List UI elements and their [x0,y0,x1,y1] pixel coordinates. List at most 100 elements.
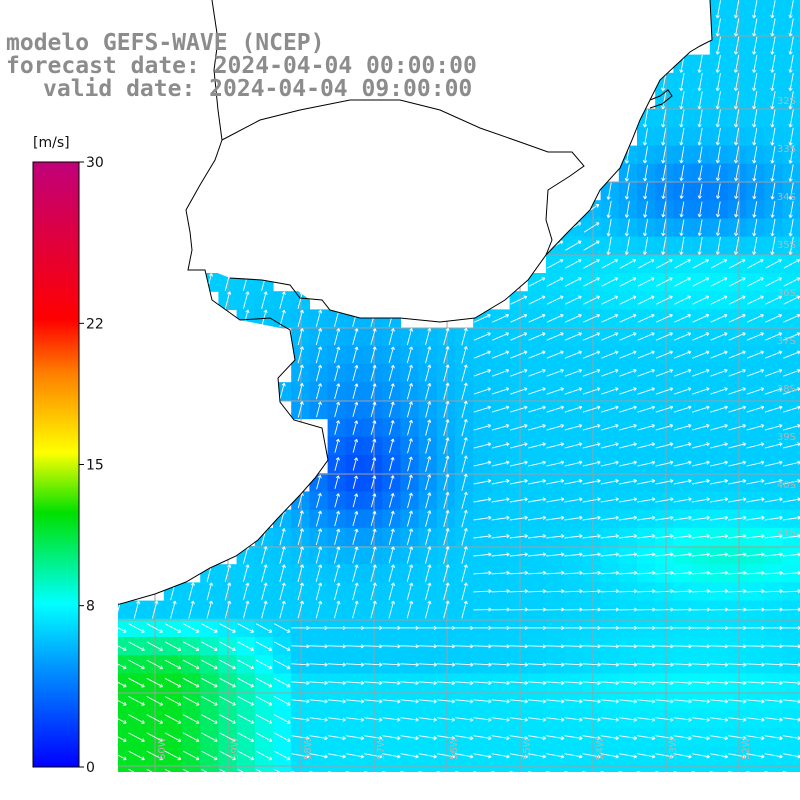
wind-arrow [770,54,776,73]
wind-arrow [473,478,492,485]
wind-arrow [297,401,304,418]
wind-arrow [691,662,710,667]
wind-arrow [443,473,450,491]
wind-arrow [746,644,765,649]
wind-arrow [752,146,758,164]
wind-arrow [679,91,685,110]
wind-arrow [733,219,740,237]
wind-arrow [710,350,728,359]
wind-arrow [473,570,492,575]
wind-arrow [382,680,401,686]
wind-arrow [491,680,510,686]
wind-arrow [473,405,492,413]
wind-arrow [564,699,583,704]
wind-arrow [491,699,510,704]
wind-arrow [582,735,601,741]
wind-arrow [491,570,510,575]
wind-arrow [674,313,692,323]
wind-arrow [619,442,637,449]
wind-arrow [509,699,528,704]
wind-arrow [509,753,528,759]
wind-arrow [728,662,747,667]
colorbar-tick-label: 15 [86,458,104,474]
wind-arrow [128,659,145,670]
wind-arrow [406,383,414,400]
wind-arrow [546,771,551,772]
wind-arrow [655,699,674,704]
wind-arrow [624,146,630,164]
wind-arrow [697,73,703,92]
wind-arrow [510,405,528,413]
wind-arrow [219,623,236,633]
wind-arrow [491,753,510,759]
wind-arrow [473,699,492,704]
title-model: modelo GEFS-WAVE (NCEP) [6,30,325,56]
wind-arrow [473,442,492,449]
wind-arrow [443,546,450,564]
wind-arrow [679,127,685,146]
wind-arrow [564,717,583,722]
wind-arrow [642,127,649,146]
wind-arrow [624,236,630,255]
wind-arrow [764,699,783,704]
wind-arrow [255,768,263,772]
wind-arrow [691,680,710,686]
wind-arrow [473,368,491,377]
wind-arrow [746,313,764,323]
wind-arrow [788,127,794,146]
wind-cell [546,764,565,772]
wind-arrow [618,753,638,759]
wind-arrow [291,753,310,759]
wind-arrow [473,662,492,667]
wind-arrow [565,258,582,269]
wind-arrow [770,18,776,37]
wind-arrow [752,18,758,37]
wind-arrow [637,699,656,704]
wind-arrow [788,36,794,55]
wind-arrow [583,222,600,233]
wind-arrow [733,236,740,255]
wind-arrow [691,478,710,485]
wind-arrow [673,589,692,594]
wind-arrow [491,607,510,612]
wind-arrow [388,600,396,619]
wind-arrow [691,717,710,722]
wind-arrow [527,552,547,557]
wind-arrow [400,771,405,772]
wind-arrow [334,546,341,564]
wind-arrow [733,73,740,92]
wind-arrow [400,662,419,667]
wind-arrow [201,750,218,761]
wind-arrow [642,219,649,237]
wind-arrow [297,346,304,364]
wind-arrow [679,201,685,218]
colorbar-tick-label: 8 [86,599,95,615]
wind-arrow [352,364,359,382]
wind-arrow [746,717,765,722]
wind-arrow [673,552,692,557]
wind-arrow [406,510,413,527]
wind-arrow [527,570,547,575]
wind-arrow [474,313,491,323]
wind-arrow [709,589,729,594]
wind-arrow [783,277,800,287]
wind-arrow [352,511,359,527]
wind-arrow [582,460,601,467]
wind-arrow [327,753,346,759]
wind-arrow [709,607,729,612]
wind-arrow [746,735,765,741]
wind-cell [345,764,365,772]
wind-arrow [418,644,437,649]
wind-arrow [473,717,492,722]
wind-arrow [382,699,401,704]
wind-arrow [728,332,746,341]
wind-arrow [509,552,528,557]
wind-arrow [692,368,710,377]
wind-arrow [582,589,601,594]
wind-arrow [418,699,437,704]
wind-arrow [443,510,450,528]
wind-arrow [564,515,583,521]
wind-arrow [564,570,583,575]
wind-arrow [345,717,365,722]
lat-label: 37S [777,336,796,347]
